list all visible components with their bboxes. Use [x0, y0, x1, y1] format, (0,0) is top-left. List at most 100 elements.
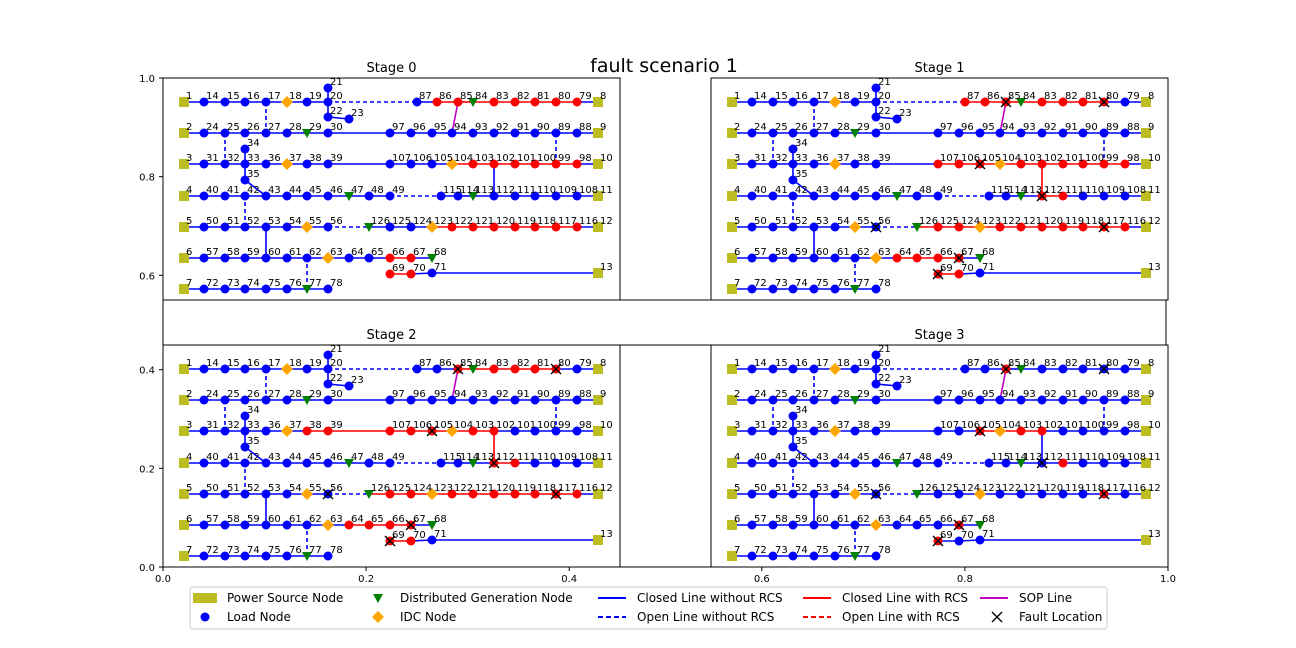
node-label-43: 43 [268, 452, 281, 463]
load-node-23 [344, 114, 354, 124]
load-node-98 [1120, 426, 1130, 436]
source-node-3 [727, 426, 737, 436]
dg-node-77 [850, 552, 860, 561]
load-node-59 [788, 253, 798, 263]
source-node-6 [179, 253, 189, 263]
node-label-95: 95 [982, 389, 995, 400]
node-label-20: 20 [330, 91, 343, 102]
dg-node-47 [344, 459, 354, 468]
load-node-40 [199, 458, 209, 468]
node-label-114: 114 [460, 185, 479, 196]
node-label-86: 86 [987, 358, 1000, 369]
load-node-22 [323, 112, 333, 122]
load-node-108 [572, 458, 582, 468]
node-label-113: 113 [1023, 452, 1042, 463]
dg-node-113 [468, 459, 478, 468]
node-label-71: 71 [434, 262, 447, 273]
load-node-102 [1037, 426, 1047, 436]
load-node-124 [954, 222, 964, 232]
node-label-77: 77 [857, 545, 870, 556]
node-label-51: 51 [775, 216, 788, 227]
source-node-3 [727, 159, 737, 169]
load-node-92 [1037, 395, 1047, 405]
node-label-123: 123 [434, 216, 453, 227]
load-node-31 [199, 426, 209, 436]
load-node-122 [447, 222, 457, 232]
node-label-15: 15 [775, 358, 788, 369]
load-node-109 [551, 191, 561, 201]
node-label-114: 114 [1008, 185, 1027, 196]
node-label-107: 107 [392, 153, 411, 164]
node-label-14: 14 [206, 358, 219, 369]
node-label-36: 36 [816, 153, 829, 164]
node-label-104: 104 [1002, 153, 1021, 164]
node-label-66: 66 [392, 247, 405, 258]
load-node-22 [323, 379, 333, 389]
load-node-66 [385, 253, 395, 263]
node-label-91: 91 [1065, 122, 1078, 133]
load-node-42 [788, 191, 798, 201]
load-node-106 [406, 426, 416, 436]
node-label-90: 90 [537, 389, 550, 400]
load-node-107 [385, 426, 395, 436]
load-node-120 [489, 489, 499, 499]
load-node-97 [933, 395, 943, 405]
load-node-81 [1078, 364, 1088, 374]
source-node-2 [727, 395, 737, 405]
node-label-105: 105 [434, 420, 453, 431]
load-node-119 [510, 222, 520, 232]
load-node-66 [385, 520, 395, 530]
load-node-109 [1099, 458, 1109, 468]
node-label-98: 98 [1127, 153, 1140, 164]
fault-marker-105 [426, 425, 438, 437]
node-label-55: 55 [857, 483, 870, 494]
load-node-93 [468, 128, 478, 138]
load-node-82 [510, 97, 520, 107]
node-label-81: 81 [537, 91, 550, 102]
load-node-88 [1120, 395, 1130, 405]
node-label-95: 95 [982, 122, 995, 133]
node-label-74: 74 [795, 278, 808, 289]
load-node-75 [809, 551, 819, 561]
node-label-73: 73 [227, 278, 240, 289]
load-node-72 [199, 551, 209, 561]
load-node-36 [809, 159, 819, 169]
fault-marker-80 [1098, 363, 1110, 375]
node-label-45: 45 [309, 185, 322, 196]
node-label-31: 31 [206, 420, 219, 431]
node-label-104: 104 [454, 420, 473, 431]
node-label-32: 32 [775, 153, 788, 164]
load-node-72 [199, 284, 209, 294]
load-node-48 [912, 191, 922, 201]
node-label-17: 17 [268, 358, 281, 369]
load-node-54 [282, 222, 292, 232]
node-label-54: 54 [289, 483, 302, 494]
panel-title: Stage 1 [915, 61, 965, 76]
source-node-4 [179, 458, 189, 468]
load-node-15 [220, 364, 230, 374]
node-label-49: 49 [940, 185, 953, 196]
fault-marker-117 [1098, 488, 1110, 500]
node-label-73: 73 [227, 545, 240, 556]
node-label-111: 111 [517, 185, 536, 196]
idc-node-63 [322, 519, 334, 531]
load-node-97 [385, 395, 395, 405]
node-label-96: 96 [961, 389, 974, 400]
node-label-123: 123 [434, 483, 453, 494]
node-label-126: 126 [371, 216, 390, 227]
node-label-81: 81 [1085, 91, 1098, 102]
source-node-12 [593, 489, 603, 499]
load-node-70 [954, 269, 964, 279]
node-label-81: 81 [537, 358, 550, 369]
node-label-16: 16 [795, 358, 808, 369]
node-label-112: 112 [1044, 185, 1063, 196]
node-label-96: 96 [413, 389, 426, 400]
node-label-110: 110 [1085, 452, 1104, 463]
node-label-106: 106 [961, 153, 980, 164]
load-node-28 [282, 395, 292, 405]
node-label-8: 8 [600, 358, 606, 369]
load-node-94 [447, 395, 457, 405]
node-label-102: 102 [496, 153, 515, 164]
node-label-35: 35 [795, 169, 808, 180]
load-node-60 [809, 253, 819, 263]
